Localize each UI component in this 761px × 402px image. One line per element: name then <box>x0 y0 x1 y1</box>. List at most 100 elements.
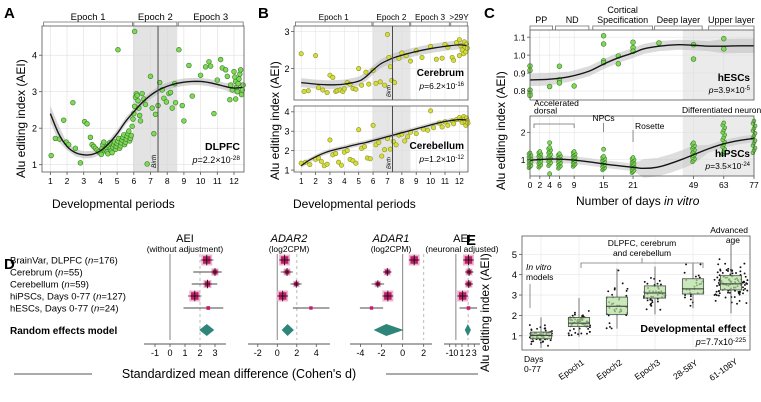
data-point <box>231 68 237 75</box>
y-tick-label: 2 <box>512 311 517 322</box>
birth-label: Birth <box>151 154 158 168</box>
data-point <box>341 86 347 92</box>
jitter-point <box>572 328 575 330</box>
x-tick-label: 2 <box>537 180 542 190</box>
forest-column-1: AEI(without adjustment) -1 0 1 2 3 <box>144 233 226 358</box>
data-point <box>235 80 241 87</box>
forest-effect-marker <box>309 306 313 310</box>
boxplot-group <box>713 244 749 314</box>
box <box>681 278 705 295</box>
data-point <box>211 110 217 117</box>
stage-upper-layer-label: Upper layer <box>708 15 755 25</box>
accelerated-dorsal-label-l2: dorsal <box>534 106 557 116</box>
plot-frame <box>41 25 245 173</box>
y-tick-label: 5 <box>512 250 517 261</box>
data-point <box>115 47 121 53</box>
data-point <box>186 62 192 69</box>
jitter-point <box>543 324 546 327</box>
epoch-2-label: Epoch 2 <box>376 13 406 22</box>
forest-row-label: Cerebrum (n=55) <box>10 268 83 279</box>
jitter-point <box>532 340 535 343</box>
data-point <box>128 132 135 139</box>
data-point <box>202 64 209 70</box>
jitter-point <box>580 332 583 335</box>
jitter-point <box>609 325 611 328</box>
data-point <box>721 46 727 52</box>
data-point <box>134 92 140 99</box>
jitter-point <box>746 289 749 292</box>
jitter-point <box>724 296 727 299</box>
epoch-2-bracket <box>133 21 178 26</box>
box <box>643 285 667 299</box>
forest-effect-marker <box>206 306 211 310</box>
forest-x-tick-label: -4 <box>356 348 364 358</box>
x-tick-label: 1 <box>299 177 304 186</box>
jitter-point <box>569 329 571 332</box>
data-point <box>169 105 175 111</box>
data-point <box>48 152 54 159</box>
jitter-point <box>742 292 744 295</box>
forest-row-label: hiPSCs, Days 0-77 (n=127) <box>10 292 126 303</box>
data-point <box>356 127 362 133</box>
accelerated-dorsal-label-l1: Accelerated <box>534 98 579 108</box>
data-point <box>413 131 419 137</box>
data-point <box>601 154 606 159</box>
data-point <box>382 82 388 88</box>
jitter-point <box>727 267 730 270</box>
jitter-point <box>745 302 748 304</box>
forest-x-tick-label: 2 <box>197 348 202 358</box>
forest-x-tick-label: 2 <box>421 348 426 358</box>
jitter-point <box>733 296 736 298</box>
data-point <box>161 95 167 101</box>
data-point <box>298 51 304 57</box>
hescs-confidence-band <box>530 38 754 87</box>
cortical-bracket <box>592 25 653 30</box>
jitter-point <box>716 271 719 274</box>
data-point <box>547 171 553 177</box>
jitter-point <box>659 283 662 286</box>
data-point <box>232 96 239 102</box>
cerebellum-frame <box>293 105 469 173</box>
forest-row-label: hESCs, Days 0-77 (n=24) <box>10 304 119 315</box>
panel-d-forest-plot: BrainVar, DLPFC (n=176)Cerebrum (n=55)Ce… <box>10 233 499 381</box>
x-tick-label: 15 <box>599 180 609 190</box>
epoch-3-label: Epoch 3 <box>193 12 228 23</box>
data-point <box>72 145 79 151</box>
pp-bracket <box>529 25 553 30</box>
x-tick-label: 61-108Y <box>707 356 739 383</box>
forest-summary-diamond <box>373 324 404 336</box>
data-point <box>456 37 462 43</box>
jitter-point <box>656 282 659 285</box>
advanced-age-annotation-l2: age <box>726 235 740 245</box>
data-point <box>373 80 379 86</box>
cerebellum-label: Cerebellum <box>410 141 465 152</box>
jitter-point <box>694 275 697 278</box>
data-point <box>433 56 439 62</box>
x-tick-label: 6 <box>131 176 136 186</box>
y-tick-label: 2 <box>32 123 37 133</box>
forest-row-label: Cerebellum (n=59) <box>10 280 89 291</box>
panel-e-letter: E <box>466 232 477 249</box>
panel-e-p-value: p=7.7x10-225 <box>695 337 747 348</box>
jitter-point <box>718 292 721 295</box>
data-point <box>307 162 313 168</box>
forest-effect-marker <box>466 306 471 310</box>
cerebrum-fit-line <box>301 44 467 86</box>
jitter-point <box>739 266 742 269</box>
data-point <box>363 69 369 75</box>
forest-x-tick-label: 4 <box>314 348 319 358</box>
box <box>719 275 743 291</box>
forest-column-title: ADAR1 <box>372 233 410 245</box>
jitter-point <box>617 269 620 272</box>
data-point <box>571 149 577 154</box>
jitter-point <box>719 268 722 271</box>
panel-a-xlabel: Developmental periods <box>52 197 175 211</box>
data-point <box>313 53 319 59</box>
x-tick-label: 5 <box>356 177 361 186</box>
jitter-point <box>739 270 742 273</box>
data-point <box>571 83 577 89</box>
data-point <box>359 82 365 88</box>
